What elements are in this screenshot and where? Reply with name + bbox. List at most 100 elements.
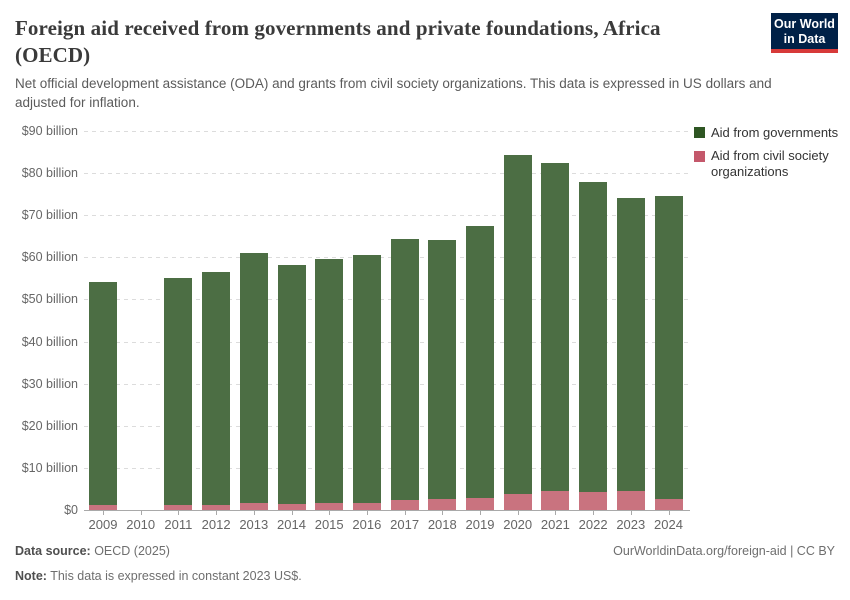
x-axis-label-2018: 2018	[427, 517, 457, 532]
x-axis-label-2019: 2019	[465, 517, 495, 532]
x-axis-label-2009: 2009	[88, 517, 118, 532]
credit-link[interactable]: OurWorldinData.org/foreign-aid | CC BY	[613, 544, 835, 558]
bar-2023-governments[interactable]	[616, 197, 645, 491]
y-axis-label-10: $10 billion	[21, 460, 78, 475]
y-gridline-80	[84, 173, 690, 175]
x-tick-2012	[216, 511, 218, 515]
x-axis-label-2013: 2013	[239, 517, 269, 532]
y-gridline-90	[84, 131, 690, 132]
bar-2012-governments[interactable]	[202, 272, 231, 506]
x-axis-line	[84, 510, 690, 511]
x-axis-label-2023: 2023	[616, 517, 646, 532]
legend-label-governments: Aid from governments	[711, 125, 839, 140]
page-title: Foreign aid received from governments an…	[15, 16, 661, 67]
x-tick-2021	[555, 511, 557, 515]
x-axis-label-2021: 2021	[540, 517, 570, 532]
bar-2022-governments[interactable]	[579, 181, 608, 492]
x-tick-2017	[404, 511, 406, 515]
y-axis-label-0: $0	[64, 503, 78, 517]
bar-2015-governments[interactable]	[315, 259, 344, 504]
y-axis-label-50: $50 billion	[21, 292, 78, 307]
x-tick-2023	[630, 511, 632, 515]
bar-2016-civil_society[interactable]	[352, 502, 381, 510]
owid-logo-text-line2: in Data	[783, 32, 826, 46]
legend-swatch-civil-society	[694, 151, 705, 162]
note-label: Note:	[15, 569, 47, 583]
y-axis-label-20: $20 billion	[21, 418, 78, 433]
x-axis-label-2022: 2022	[578, 517, 608, 532]
note-value: This data is expressed in constant 2023 …	[46, 569, 302, 583]
y-gridline-60	[84, 257, 690, 259]
bar-2011-civil_society[interactable]	[164, 504, 193, 510]
bar-2009-governments[interactable]	[89, 281, 117, 505]
bar-2021-civil_society[interactable]	[541, 491, 570, 510]
data-source-value: OECD (2025)	[90, 544, 170, 558]
y-axis-label-80: $80 billion	[21, 166, 78, 181]
bar-2024-civil_society[interactable]	[654, 499, 683, 510]
y-gridline-10	[84, 467, 690, 469]
bar-2013-civil_society[interactable]	[239, 503, 268, 510]
x-axis-label-2017: 2017	[390, 517, 420, 532]
x-axis-label-2011: 2011	[164, 517, 193, 532]
y-axis-label-70: $70 billion	[21, 208, 78, 223]
y-axis-label-60: $60 billion	[21, 250, 78, 265]
x-tick-2010	[140, 511, 142, 515]
y-gridline-30	[84, 383, 690, 385]
bar-2020-governments[interactable]	[503, 155, 532, 494]
x-tick-2018	[442, 511, 444, 515]
y-gridline-50	[84, 299, 690, 301]
x-axis-label-2010: 2010	[126, 517, 156, 532]
legend: Aid from governments Aid from civil soci…	[694, 124, 843, 187]
x-axis-label-2014: 2014	[277, 517, 306, 532]
y-axis-label-90: $90 billion	[21, 124, 78, 138]
legend-item-governments[interactable]: Aid from governments	[694, 124, 843, 142]
bar-2016-governments[interactable]	[352, 254, 381, 503]
y-gridline-20	[84, 425, 690, 427]
bar-2017-civil_society[interactable]	[390, 499, 419, 510]
bar-2012-civil_society[interactable]	[202, 505, 231, 510]
bar-2018-civil_society[interactable]	[428, 499, 457, 510]
bar-2017-governments[interactable]	[390, 238, 419, 500]
x-tick-2019	[480, 511, 481, 515]
bar-2009-civil_society[interactable]	[89, 504, 117, 510]
bar-2021-governments[interactable]	[541, 163, 570, 492]
legend-item-civil-society[interactable]: Aid from civil society organizations	[694, 148, 843, 181]
x-axis-label-2016: 2016	[352, 517, 382, 532]
note-line: Note: This data is expressed in constant…	[15, 569, 302, 583]
bar-2020-civil_society[interactable]	[503, 493, 532, 510]
y-axis-label-30: $30 billion	[21, 376, 78, 391]
bar-2014-governments[interactable]	[277, 264, 306, 505]
x-tick-2009	[103, 511, 104, 515]
data-source-label: Data source:	[15, 544, 91, 558]
y-axis-label-40: $40 billion	[21, 334, 78, 349]
y-gridline-70	[84, 215, 690, 217]
owid-logo-text-line1: Our World	[774, 17, 835, 31]
legend-label-civil-society: Aid from civil society organizations	[711, 148, 829, 179]
x-tick-2014	[291, 511, 293, 515]
owid-logo[interactable]: Our World in Data	[771, 13, 838, 53]
legend-swatch-governments	[694, 127, 705, 138]
x-axis-label-2024: 2024	[654, 517, 683, 532]
bar-2019-governments[interactable]	[466, 226, 494, 498]
bar-2015-civil_society[interactable]	[315, 503, 344, 510]
y-gridline-40	[84, 341, 690, 343]
bar-2013-governments[interactable]	[239, 252, 268, 504]
chart-subtitle: Net official development assistance (ODA…	[15, 76, 772, 110]
x-axis-label-2015: 2015	[314, 517, 344, 532]
bar-2023-civil_society[interactable]	[616, 490, 645, 510]
bar-2014-civil_society[interactable]	[277, 504, 306, 510]
x-tick-2024	[668, 511, 670, 515]
bar-2011-governments[interactable]	[164, 277, 193, 505]
bar-2024-governments[interactable]	[654, 196, 683, 500]
x-axis-label-2020: 2020	[503, 517, 533, 532]
x-tick-2020	[517, 511, 519, 515]
x-axis-label-2012: 2012	[201, 517, 231, 532]
x-tick-2011	[178, 511, 180, 515]
x-tick-2015	[329, 511, 331, 515]
x-tick-2016	[366, 511, 368, 515]
bar-2022-civil_society[interactable]	[579, 491, 608, 510]
bar-2018-governments[interactable]	[428, 240, 457, 500]
data-source-line: Data source: OECD (2025)	[15, 544, 170, 558]
bar-2019-civil_society[interactable]	[466, 497, 494, 510]
